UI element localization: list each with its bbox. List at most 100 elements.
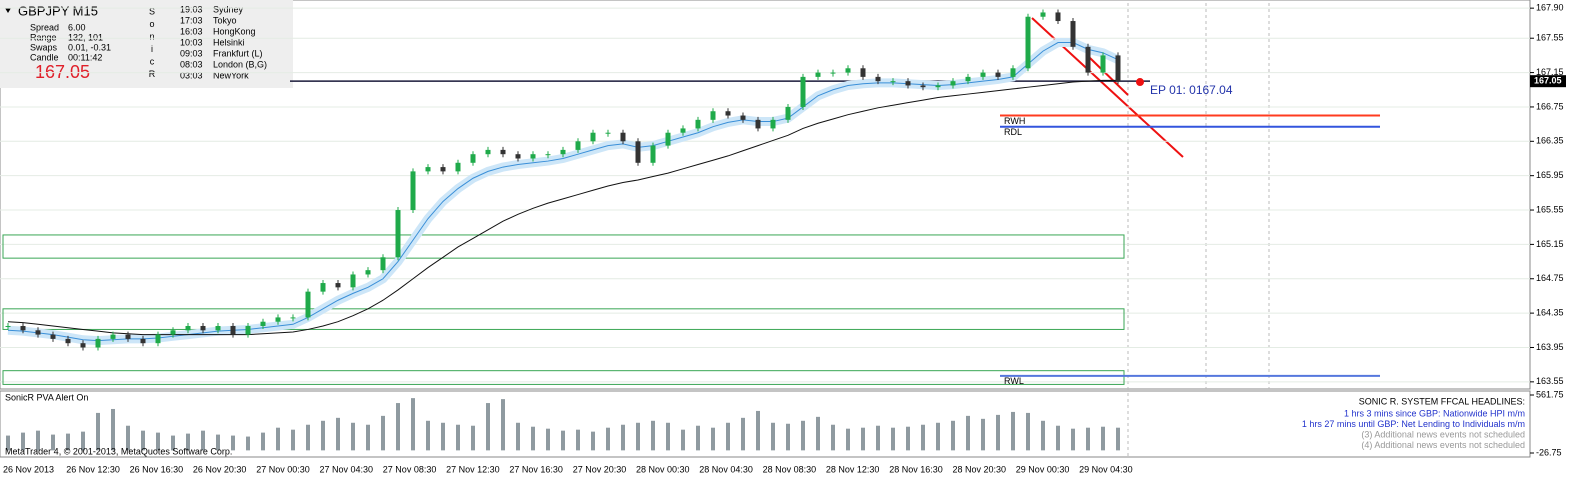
candle (125, 334, 131, 339)
ma-fast (7, 42, 1119, 342)
volume-bar (456, 424, 460, 451)
volume-bar (471, 425, 475, 451)
candle (50, 334, 56, 339)
x-tick-label: 26 Nov 16:30 (130, 464, 184, 474)
candle (290, 317, 296, 319)
x-tick-label: 28 Nov 04:30 (699, 464, 753, 474)
session-time: 17:03 (180, 15, 203, 25)
session-time: 10:03 (180, 37, 203, 47)
candle (815, 72, 821, 77)
volume-bar (6, 435, 10, 451)
y-tick-label: 561.75 (1536, 389, 1564, 399)
candle (515, 154, 521, 159)
x-tick-label: 27 Nov 20:30 (573, 464, 627, 474)
x-tick-label: 29 Nov 04:30 (1079, 464, 1133, 474)
volume-bar (981, 418, 985, 451)
volume-bar (426, 420, 430, 451)
session-time: 09:03 (180, 48, 203, 58)
volume-bar (126, 425, 130, 451)
level-label: RWL (1004, 376, 1024, 386)
trend-line (1089, 57, 1129, 96)
y-tick-label: 166.75 (1536, 101, 1564, 111)
volume-bar (156, 432, 160, 451)
volume-bar (876, 425, 880, 451)
session-name: HongKong (213, 26, 256, 36)
volume-bar (351, 422, 355, 451)
session-name: London (B,G) (213, 59, 267, 69)
candle (380, 257, 386, 271)
candle (1115, 55, 1121, 82)
x-tick-label: 28 Nov 20:30 (953, 464, 1007, 474)
candle (530, 154, 536, 159)
candle (545, 154, 551, 156)
zone (2, 234, 1125, 259)
candle (725, 111, 731, 116)
candle (590, 132, 596, 142)
info-value: 6.00 (68, 22, 86, 32)
headline: 1 hrs 3 mins since GBP: Nationwide HPI m… (1344, 408, 1525, 418)
volume-bar (531, 426, 535, 451)
volume-bar (576, 429, 580, 451)
volume-bar (696, 425, 700, 451)
volume-bar (171, 435, 175, 451)
volume-bar (741, 417, 745, 451)
volume-bar (51, 434, 55, 451)
candle (665, 132, 671, 146)
volume-bar (546, 428, 550, 451)
volume-bar (621, 424, 625, 451)
info-value: 132, 101 (68, 32, 103, 42)
entry-dot (1136, 78, 1144, 87)
dropdown-icon (5, 8, 11, 13)
session-time: 19:03 (180, 4, 203, 14)
y-tick-label: 165.95 (1536, 170, 1564, 180)
volume-bar (261, 432, 265, 451)
brand-letter: o (149, 19, 154, 29)
y-tick-label: 165.55 (1536, 204, 1564, 214)
entry-label: EP 01: 0167.04 (1150, 83, 1233, 97)
volume-bar (951, 420, 955, 451)
info-box (0, 0, 293, 88)
candle (560, 149, 566, 155)
volume-bar (1011, 411, 1015, 451)
session-time: 08:03 (180, 59, 203, 69)
volume-bar (21, 432, 25, 451)
volume-bar (186, 433, 190, 451)
candle (20, 326, 26, 331)
x-tick-label: 27 Nov 12:30 (446, 464, 500, 474)
candle (305, 291, 311, 318)
volume-bar (1101, 426, 1105, 451)
y-tick-label: 164.75 (1536, 273, 1564, 283)
candle (170, 330, 176, 335)
info-label: Swaps (30, 42, 58, 52)
y-tick-label: 163.95 (1536, 342, 1564, 352)
volume-bar (846, 428, 850, 451)
candle (890, 81, 896, 83)
level-label: RWH (1004, 116, 1025, 126)
candle (695, 119, 701, 129)
candle (635, 141, 641, 163)
candle (110, 334, 116, 339)
volume-bar (141, 430, 145, 451)
volume-bar (666, 422, 670, 451)
headline: (4) Additional news events not scheduled (1361, 440, 1525, 450)
candle (1070, 21, 1076, 47)
volume-bar (606, 427, 610, 451)
x-tick-label: 28 Nov 08:30 (763, 464, 817, 474)
volume-bar (936, 422, 940, 451)
volume-bar (231, 435, 235, 451)
candle (470, 154, 476, 163)
volume-bar (501, 399, 505, 451)
zone (2, 370, 1125, 385)
candle (1085, 46, 1091, 73)
ma-slow (7, 79, 1118, 336)
x-tick-label: 29 Nov 00:30 (1016, 464, 1070, 474)
volume-bar (291, 429, 295, 451)
x-tick-label: 27 Nov 00:30 (256, 464, 310, 474)
candle (920, 85, 926, 88)
session-time: 03:03 (180, 70, 203, 80)
candle (905, 81, 911, 86)
level-label: RDL (1004, 127, 1022, 137)
y-tick-label: -26.75 (1536, 447, 1562, 457)
candle (845, 68, 851, 73)
